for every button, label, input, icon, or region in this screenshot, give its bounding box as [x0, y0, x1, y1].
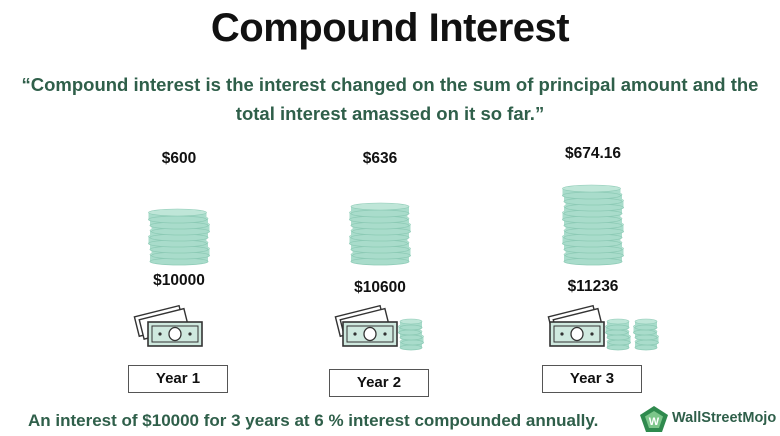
year-1-column: $600 $10000 Year 1: [104, 0, 254, 436]
wallstreetmojo-logo-icon: W: [640, 406, 668, 432]
coin-stack-icon: [349, 202, 411, 266]
svg-text:W: W: [649, 416, 660, 428]
principal-amount: $10000: [153, 272, 205, 289]
year-label-box: Year 1: [128, 365, 228, 393]
cash-bills-icon: [547, 304, 659, 351]
principal-amount: $11236: [567, 278, 619, 295]
coin-stack-icon: [148, 208, 210, 266]
year-label-box: Year 2: [329, 369, 429, 397]
interest-amount: $600: [161, 150, 197, 167]
year-2-column: $636 $10600 Year 2: [305, 0, 455, 436]
footer-note: An interest of $10000 for 3 years at 6 %…: [28, 411, 599, 430]
interest-amount: $674.16: [564, 145, 622, 162]
principal-amount: $10600: [354, 279, 406, 296]
year-3-column: $674.16 $11236 Year 3: [518, 0, 668, 436]
cash-bills-icon: [133, 304, 203, 347]
cash-bills-icon: [334, 304, 424, 351]
coin-stack-icon: [562, 184, 624, 266]
definition-quote: “Compound interest is the interest chang…: [21, 74, 759, 124]
page-title: Compound Interest: [210, 6, 570, 50]
year-label-box: Year 3: [542, 365, 642, 393]
interest-amount: $636: [362, 150, 398, 167]
brand-name: WallStreetMojo: [672, 410, 777, 426]
